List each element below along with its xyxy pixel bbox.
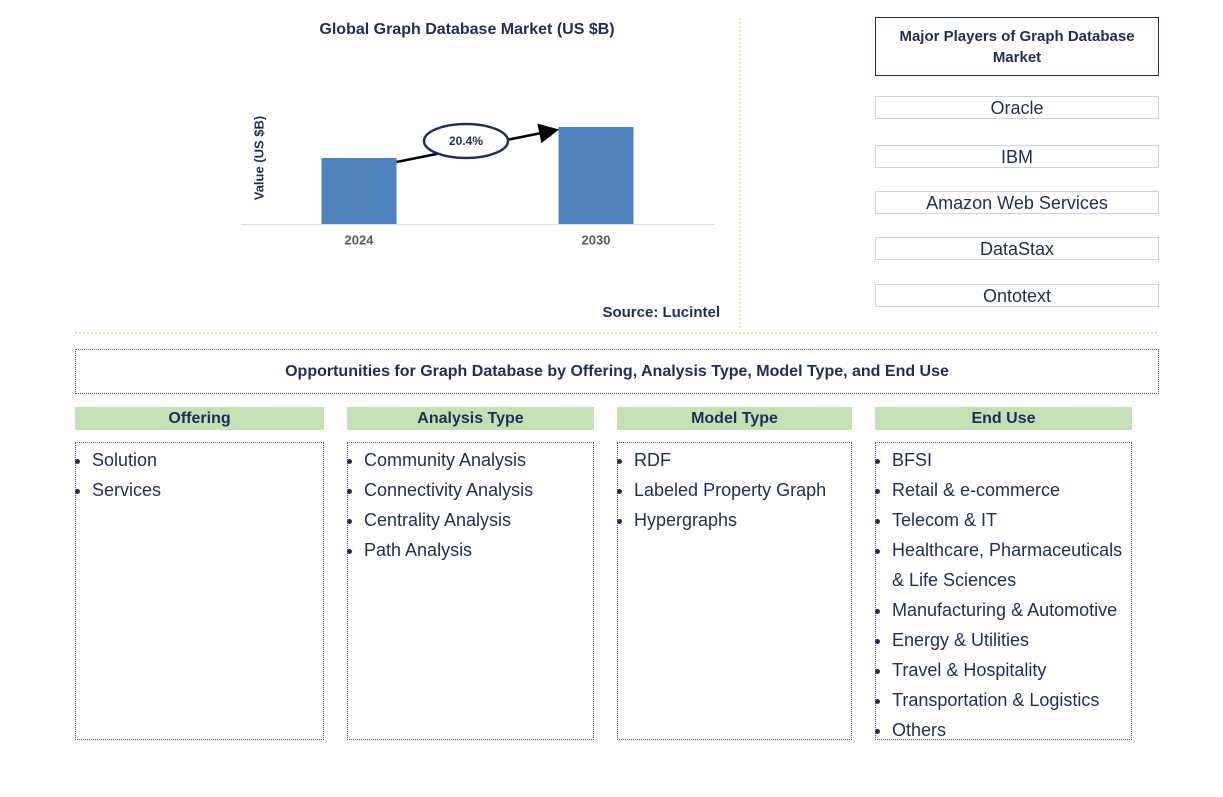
opportunities-title: Opportunities for Graph Database by Offe… — [75, 349, 1159, 394]
player: Oracle — [875, 96, 1159, 119]
item-list: SolutionServices — [76, 443, 323, 505]
players-title: Major Players of Graph Database Market — [875, 17, 1159, 76]
chart-title: Global Graph Database Market (US $B) — [319, 21, 614, 38]
column-box: SolutionServices — [75, 442, 324, 740]
item: Travel & Hospitality — [892, 655, 1127, 685]
item: Telecom & IT — [892, 505, 1127, 535]
item: Others — [892, 715, 1127, 745]
item-list: Community AnalysisConnectivity AnalysisC… — [348, 443, 593, 565]
growth-label: 20.4% — [449, 134, 483, 148]
item: Path Analysis — [364, 535, 589, 565]
column-header: Model Type — [617, 407, 852, 430]
item: Services — [92, 475, 319, 505]
source: Source: Lucintel — [602, 304, 720, 321]
item: Healthcare, Pharmaceuticals & Life Scien… — [892, 535, 1127, 595]
y-axis-label: Value (US $B) — [251, 116, 266, 201]
item-list: BFSIRetail & e-commerceTelecom & ITHealt… — [876, 443, 1131, 745]
bar — [321, 158, 397, 224]
column-box: BFSIRetail & e-commerceTelecom & ITHealt… — [875, 442, 1132, 740]
column-header: End Use — [875, 407, 1132, 430]
item-list: RDFLabeled Property GraphHypergraphs — [618, 443, 851, 535]
column-header: Analysis Type — [347, 407, 594, 430]
column-box: Community AnalysisConnectivity AnalysisC… — [347, 442, 594, 740]
chart: Global Graph Database Market (US $B) Val… — [75, 18, 1158, 334]
column-box: RDFLabeled Property GraphHypergraphs — [617, 442, 852, 740]
item: Connectivity Analysis — [364, 475, 589, 505]
item: Solution — [92, 445, 319, 475]
item: RDF — [634, 445, 847, 475]
item: Centrality Analysis — [364, 505, 589, 535]
column-header: Offering — [75, 407, 324, 430]
x-tick-label: 2030 — [582, 232, 611, 247]
item: Community Analysis — [364, 445, 589, 475]
item: Transportation & Logistics — [892, 685, 1127, 715]
player: DataStax — [875, 237, 1159, 260]
x-tick-label: 2024 — [345, 232, 375, 247]
player: Amazon Web Services — [875, 191, 1159, 214]
player: Ontotext — [875, 284, 1159, 307]
growth-bubble — [422, 122, 510, 160]
item: BFSI — [892, 445, 1127, 475]
item: Manufacturing & Automotive — [892, 595, 1127, 625]
player: IBM — [875, 145, 1159, 168]
bar — [558, 127, 634, 224]
item: Hypergraphs — [634, 505, 847, 535]
item: Retail & e-commerce — [892, 475, 1127, 505]
item: Labeled Property Graph — [634, 475, 847, 505]
item: Energy & Utilities — [892, 625, 1127, 655]
